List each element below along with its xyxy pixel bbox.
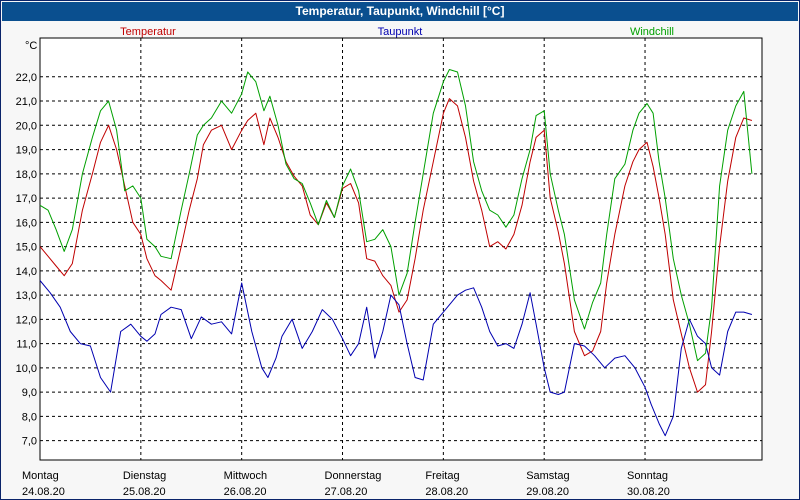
y-tick-label: 15,0: [16, 242, 37, 254]
y-tick-label: 13,0: [16, 290, 37, 302]
x-tick-day: Samstag: [526, 470, 569, 482]
series-line-temperatur: [39, 98, 753, 393]
y-tick-label: 17,0: [16, 193, 37, 205]
y-tick-label: 21,0: [16, 96, 37, 108]
y-tick-label: 18,0: [16, 169, 37, 181]
series-line-taupunkt: [39, 280, 753, 437]
y-tick-label: 22,0: [16, 72, 37, 84]
legend-temperatur: Temperatur: [120, 26, 176, 38]
y-tick-label: 11,0: [16, 339, 37, 351]
y-tick-label: 10,0: [16, 363, 37, 375]
x-tick-day: Montag: [22, 470, 59, 482]
y-axis-ticks: 7,0 8,0 9,0 10,0 11,0 12,0 13,0 14,0 15,0 16,0 17,…: [16, 72, 37, 448]
y-tick-label: 16,0: [16, 217, 37, 229]
x-tick-day: Dienstag: [123, 470, 166, 482]
y-tick-label: 9,0: [22, 387, 37, 399]
chart-title: Temperatur, Taupunkt, Windchill [°C]: [2, 2, 798, 21]
data-series: [39, 69, 753, 437]
x-tick-day: Mittwoch: [224, 470, 267, 482]
x-tick-date: 30.08.20: [627, 486, 670, 498]
y-tick-label: 8,0: [22, 411, 37, 423]
x-tick-date: 28.08.20: [425, 486, 468, 498]
y-tick-label: 7,0: [22, 436, 37, 448]
x-tick-date: 25.08.20: [123, 486, 166, 498]
series-line-windchill: [39, 69, 753, 362]
y-tick-label: 14,0: [16, 266, 37, 278]
x-tick-date: 26.08.20: [224, 486, 267, 498]
legend-windchill: Windchill: [630, 26, 674, 38]
legend-taupunkt: Taupunkt: [378, 26, 423, 38]
x-tick-date: 24.08.20: [22, 486, 65, 498]
x-axis-ticks: Montag 24.08.20 Dienstag 25.08.20 Mittwoch 26…: [22, 470, 670, 498]
x-tick-day: Donnerstag: [325, 470, 382, 482]
x-tick-day: Freitag: [425, 470, 459, 482]
y-tick-label: 12,0: [16, 314, 37, 326]
plot-area: [39, 37, 763, 461]
y-tick-label: 19,0: [16, 145, 37, 157]
x-tick-date: 27.08.20: [325, 486, 368, 498]
y-tick-label: 20,0: [16, 120, 37, 132]
x-tick-date: 29.08.20: [526, 486, 569, 498]
grid-lines: [40, 38, 762, 460]
y-axis-unit: °C: [25, 40, 37, 52]
x-tick-day: Sonntag: [627, 470, 668, 482]
